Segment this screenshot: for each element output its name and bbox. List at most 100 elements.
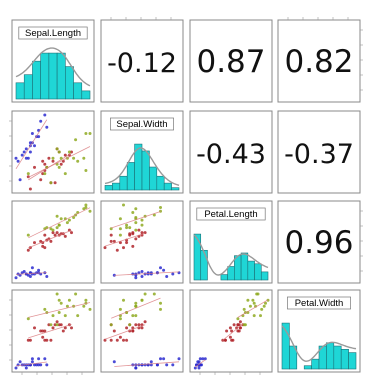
scatter-point [55,147,59,151]
scatter-point [134,228,138,232]
scatter-point [128,233,132,237]
scatter-point [30,357,34,361]
panel-border-r3-c3 [277,289,361,373]
scatter-point [55,320,59,324]
scatter-point [137,228,141,232]
scatter-point [41,335,45,339]
variable-label-box [18,26,88,40]
scatter-point [125,226,129,230]
scatter-point [82,156,86,160]
scatter-point [51,314,55,318]
scatter-point [16,159,20,163]
scatter-point [82,304,86,308]
scatter-point [122,338,125,342]
scatter-point [47,156,51,160]
histogram-bar [193,233,202,281]
scatter-point [55,226,59,230]
scatter-point [238,326,242,330]
scatter-point [57,298,61,302]
scatter-point [55,231,59,235]
scatter-point [162,357,166,361]
scatter-point [18,360,22,364]
scatter-point [238,320,242,324]
scatter-point [45,125,49,129]
scatter-point [112,329,116,333]
scatter-point [140,218,144,222]
panel-border-r3-c2 [189,289,273,373]
scatter-point [134,237,138,241]
fit-line [111,211,161,229]
density-curve [281,325,357,362]
scatter-point [198,357,202,361]
scatter-point [159,206,162,209]
scatter-point [39,178,43,182]
fit-line [28,302,91,318]
scatter-point [177,357,181,361]
histogram-bar [227,266,235,281]
scatter-point [84,298,88,302]
variable-label-sepal-length: Sepal.Length [25,28,81,39]
scatter-point [109,323,113,327]
panel-border-r2-c0 [11,200,95,284]
scatter-point [43,162,47,166]
scatter-point [162,268,166,272]
scatter-point [14,156,18,160]
scatter-point [246,298,250,302]
scatter-point [131,314,135,318]
fit-line [114,271,180,276]
scatter-point [33,326,36,330]
scatter-point [70,326,73,330]
histogram-bar [247,260,255,281]
scatter-point [125,338,129,342]
histogram-bar [149,166,158,191]
scatter-point [131,329,135,333]
scatter-point [128,323,132,327]
scatter-point [84,203,88,207]
scatter-point [159,209,162,213]
scatter-point [134,323,138,327]
scatter-point [196,360,200,364]
variable-label-box [196,207,266,221]
fit-line [15,272,47,275]
scatter-point [140,231,144,235]
scatter-point [125,223,129,227]
scatter-point [45,275,49,278]
scatter-point [26,338,30,342]
scatter-point [118,317,122,321]
scatter-point [59,301,63,305]
scatter-point [67,298,71,302]
scatter-point [35,363,39,367]
scatter-point [49,338,53,342]
histogram-bar [326,342,335,370]
scatter-point [140,326,144,330]
scatter-point [18,178,22,182]
histogram-bar [23,74,33,100]
panel-border-r3-c1 [100,289,184,373]
histogram-bar [119,175,128,191]
histogram-bar [333,345,342,370]
scatter-point [231,338,235,342]
scatter-point [125,241,129,245]
scatter-point [112,239,116,243]
scatter-point [232,323,236,327]
scatter-point [59,156,63,160]
scatter-point [103,246,107,250]
correlation-value: 0.82 [284,44,353,80]
scatter-point [41,159,45,163]
scatter-point [53,181,57,185]
panel-border-r1-c1 [100,110,184,194]
scatter-point [30,132,34,135]
scatter-point [49,181,53,185]
scatter-point [55,214,59,218]
scatter-point [24,366,28,370]
scatter-point [88,209,92,213]
variable-label-box [110,117,174,131]
histogram-bar [156,175,165,191]
variable-label-sepal-width: Sepal.Width [116,119,167,130]
fit-line [28,146,91,178]
scatter-point [45,363,49,367]
scatter-point [24,156,28,160]
scatter-point [84,132,88,135]
histogram-bar [112,182,121,191]
scatter-point [131,244,135,248]
